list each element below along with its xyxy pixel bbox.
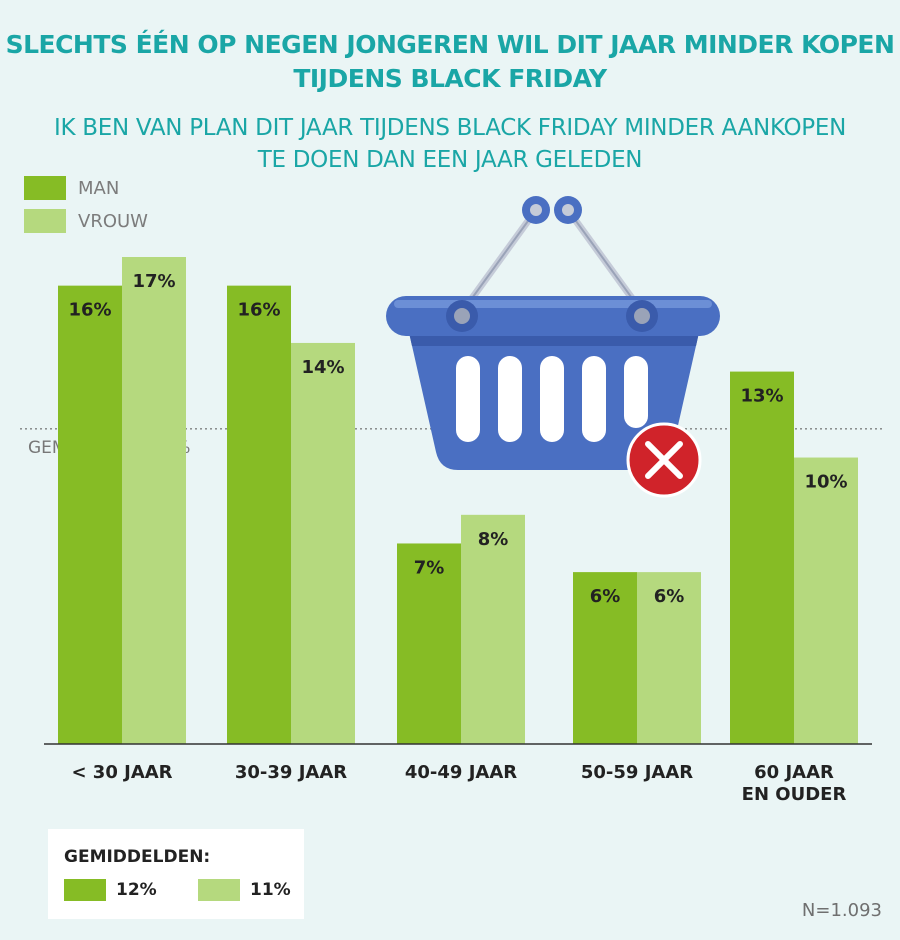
average-vrouw: 11% [198, 879, 291, 901]
chart-title: SLECHTS ÉÉN OP NEGEN JONGEREN WIL DIT JA… [0, 28, 900, 96]
bar-vrouw-3 [637, 572, 701, 744]
bar-man-2 [397, 543, 461, 744]
data-label-vrouw-3: 6% [654, 586, 685, 607]
category-label-1: 30-39 JAAR [235, 762, 347, 783]
averages-title: GEMIDDELDEN: [64, 847, 211, 867]
legend-label-man: MAN [78, 177, 120, 199]
legend-swatch-vrouw [24, 209, 66, 233]
data-label-man-1: 16% [237, 300, 280, 321]
bar-vrouw-4 [794, 457, 858, 744]
data-label-vrouw-4: 10% [804, 472, 847, 493]
legend-label-vrouw: VROUW [78, 210, 148, 232]
chart-subtitle: IK BEN VAN PLAN DIT JAAR TIJDENS BLACK F… [0, 112, 900, 176]
bar-man-1 [227, 285, 291, 744]
bar-vrouw-1 [291, 342, 355, 744]
data-label-man-3: 6% [590, 586, 621, 607]
data-label-vrouw-0: 17% [132, 271, 175, 292]
bar-man-0 [58, 285, 122, 744]
category-label-3: 50-59 JAAR [581, 762, 693, 783]
cross-circle-icon [626, 422, 702, 498]
chart-subtitle-line2: TE DOEN DAN EEN JAAR GELEDEN [257, 147, 643, 173]
average-value-vrouw: 11% [250, 880, 291, 900]
data-label-vrouw-1: 14% [301, 357, 344, 378]
bar-vrouw-0 [122, 257, 186, 744]
data-label-man-0: 16% [68, 300, 111, 321]
sample-size-note: N=1.093 [801, 900, 882, 921]
bar-man-4 [730, 371, 794, 744]
data-label-man-2: 7% [414, 557, 445, 578]
chart-title-line2: TIJDENS BLACK FRIDAY [293, 64, 607, 93]
average-swatch-man [64, 879, 106, 901]
average-swatch-vrouw [198, 879, 240, 901]
bars-layer: 16% 17% < 30 JAAR 16% 14% 30-39 JAAR 7% 8% 40-49… [44, 257, 872, 805]
legend-swatch-man [24, 176, 66, 200]
shopping-basket-icon [386, 196, 720, 470]
legend-item-vrouw: VROUW [24, 209, 148, 233]
category-label-2: 40-49 JAAR [405, 762, 517, 783]
data-label-vrouw-2: 8% [478, 529, 509, 550]
average-man: 12% [64, 879, 157, 901]
legend-item-man: MAN [24, 176, 119, 200]
chart-subtitle-line1: IK BEN VAN PLAN DIT JAAR TIJDENS BLACK F… [53, 115, 846, 141]
bar-man-3 [573, 572, 637, 744]
averages-box: GEMIDDELDEN: 12% 11% [48, 829, 304, 919]
bar-vrouw-2 [461, 514, 525, 744]
category-label-0: < 30 JAAR [71, 762, 172, 783]
data-label-man-4: 13% [740, 386, 783, 407]
chart-title-line1: SLECHTS ÉÉN OP NEGEN JONGEREN WIL DIT JA… [5, 30, 895, 59]
category-label-4: 60 JAAR EN OUDER [742, 762, 847, 805]
average-value-man: 12% [116, 880, 157, 900]
